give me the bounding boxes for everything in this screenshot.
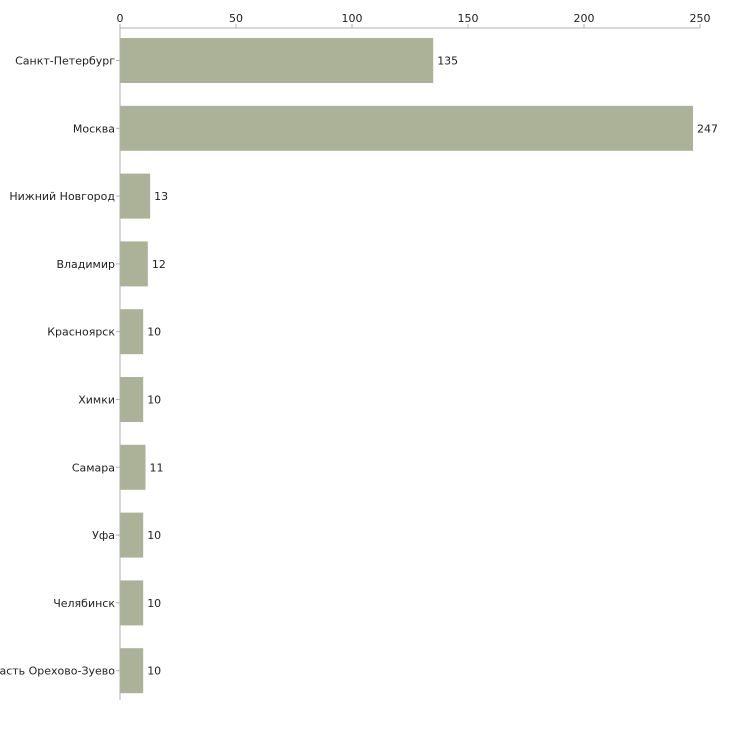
bar [120, 444, 146, 490]
x-tick-label: 200 [574, 12, 595, 25]
bar [120, 512, 144, 558]
category-label: Санкт-Петербург [15, 55, 115, 68]
data-label: 10 [147, 529, 161, 542]
data-label: 13 [154, 190, 168, 203]
bar [120, 105, 694, 151]
data-label: 11 [150, 461, 164, 474]
data-label: 10 [147, 665, 161, 678]
category-label: Челябинск [53, 597, 115, 610]
x-tick-label: 150 [458, 12, 479, 25]
bar [120, 38, 434, 83]
x-tick-label: 100 [342, 12, 363, 25]
bar [120, 377, 144, 422]
bar [120, 309, 144, 355]
category-label: Московская область Орехово-Зуево [0, 665, 115, 678]
category-label: Москва [73, 122, 115, 135]
x-tick-label: 250 [690, 12, 711, 25]
category-label: Владимир [56, 258, 115, 271]
bar [120, 241, 148, 287]
category-label: Уфа [92, 529, 115, 542]
category-label: Красноярск [47, 326, 115, 339]
category-label: Самара [72, 461, 115, 474]
x-tick-label: 50 [229, 12, 243, 25]
category-label: Нижний Новгород [9, 190, 115, 203]
category-label: Химки [78, 394, 115, 407]
bar [120, 580, 144, 626]
bar [120, 648, 144, 694]
data-label: 247 [697, 122, 718, 135]
data-label: 10 [147, 326, 161, 339]
data-label: 10 [147, 394, 161, 407]
x-tick-label: 0 [117, 12, 124, 25]
data-label: 135 [437, 55, 458, 68]
data-label: 12 [152, 258, 166, 271]
data-label: 10 [147, 597, 161, 610]
bar [120, 173, 151, 219]
